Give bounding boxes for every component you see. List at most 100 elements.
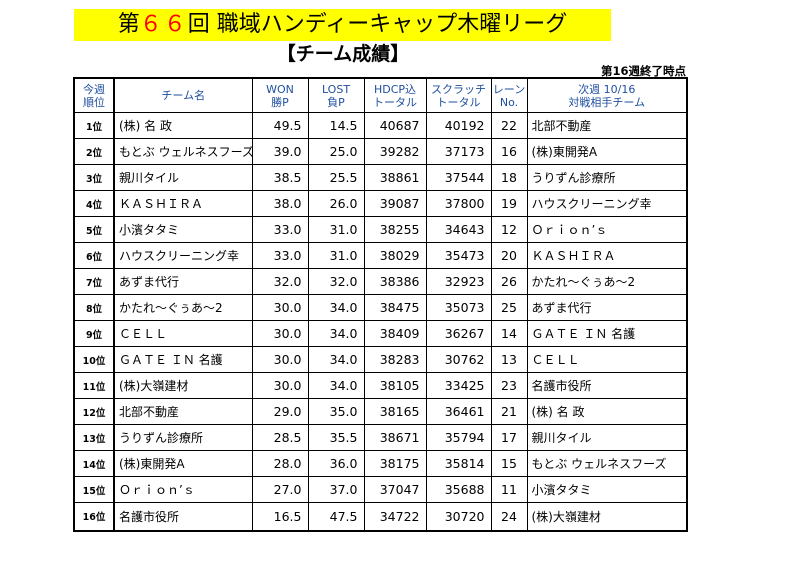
cell-rank: 9位: [73, 320, 115, 347]
cell-team: (株)東開発A: [113, 450, 253, 477]
cell-opponent: かたれ～ぐぅあ～2: [526, 268, 688, 295]
cell-rank: 2位: [73, 138, 115, 165]
cell-team: Ｏｒｉｏｎ’ｓ: [113, 476, 253, 503]
cell-won: 30.0: [251, 294, 309, 321]
table-row: 2位 もとぶ ウェルネスフーズ 39.0 25.0 39282 37173 16 (株)東開発…: [73, 138, 688, 165]
title-prefix: 第: [117, 12, 140, 37]
cell-scratch: 40192: [425, 112, 492, 139]
cell-scratch: 30762: [425, 346, 492, 373]
cell-lost: 14.5: [307, 112, 365, 139]
cell-scratch: 34643: [425, 216, 492, 243]
cell-scratch: 36267: [425, 320, 492, 347]
header-won-line: WON: [266, 82, 294, 96]
cell-lane: 12: [490, 216, 528, 243]
cell-hdcp: 40687: [363, 112, 427, 139]
cell-lane: 14: [490, 320, 528, 347]
table-row: 4位 ＫＡＳＨＩＲＡ 38.0 26.0 39087 37800 19 ハウスクリーニング幸: [73, 190, 688, 217]
cell-scratch: 30720: [425, 502, 492, 531]
cell-lane: 13: [490, 346, 528, 373]
cell-hdcp: 38386: [363, 268, 427, 295]
table-row: 15位 Ｏｒｉｏｎ’ｓ 27.0 37.0 37047 35688 11 小濱タタミ: [73, 476, 688, 503]
league-title: 第６６回 職域ハンディーキャップ木曜リーグ: [74, 9, 611, 41]
cell-won: 27.0: [251, 476, 309, 503]
cell-lost: 34.0: [307, 294, 365, 321]
cell-lost: 34.0: [307, 346, 365, 373]
header-row: 今週 順位 チーム名 WON 勝P LOST 負P HDCP込 トータル スクラッチ トータル レーン…: [73, 77, 688, 113]
cell-lost: 35.5: [307, 424, 365, 451]
cell-rank: 3位: [73, 164, 115, 191]
cell-opponent: ハウスクリーニング幸: [526, 190, 688, 217]
cell-team: ＧＡＴＥ ＩＮ 名護: [113, 346, 253, 373]
cell-lane: 21: [490, 398, 528, 425]
cell-hdcp: 34722: [363, 502, 427, 531]
cell-won: 32.0: [251, 268, 309, 295]
cell-hdcp: 38165: [363, 398, 427, 425]
cell-team: 親川タイル: [113, 164, 253, 191]
table-row: 16位 名護市役所 16.5 47.5 34722 30720 24 (株)大嶺建材: [73, 502, 688, 531]
cell-lost: 25.0: [307, 138, 365, 165]
table-row: 6位 ハウスクリーニング幸 33.0 31.0 38029 35473 20 ＫＡＳＨＩＲＡ: [73, 242, 688, 269]
cell-scratch: 35073: [425, 294, 492, 321]
table-row: 9位 ＣＥＬＬ 30.0 34.0 38409 36267 14 ＧＡＴＥ ＩＮ 名護: [73, 320, 688, 347]
cell-opponent: ＫＡＳＨＩＲＡ: [526, 242, 688, 269]
cell-scratch: 35473: [425, 242, 492, 269]
cell-team: かたれ～ぐぅあ～2: [113, 294, 253, 321]
header-opponent-line: 次週 10/16: [578, 82, 636, 96]
cell-rank: 12位: [73, 398, 115, 425]
table-row: 12位 北部不動産 29.0 35.0 38165 36461 21 (株) 名 政: [73, 398, 688, 425]
header-team-line: チーム名: [161, 89, 206, 102]
header-hdcp-line: トータル: [373, 95, 417, 109]
header-team: チーム名: [113, 77, 253, 113]
status-label: 第16週終了時点: [600, 64, 686, 78]
cell-hdcp: 37047: [363, 476, 427, 503]
cell-lane: 24: [490, 502, 528, 531]
cell-lost: 34.0: [307, 320, 365, 347]
cell-team: 小濱タタミ: [113, 216, 253, 243]
header-lost-line: 負P: [327, 95, 345, 109]
cell-won: 33.0: [251, 242, 309, 269]
cell-opponent: Ｏｒｉｏｎ’ｓ: [526, 216, 688, 243]
cell-won: 29.0: [251, 398, 309, 425]
cell-opponent: ＣＥＬＬ: [526, 346, 688, 373]
cell-lane: 19: [490, 190, 528, 217]
cell-won: 38.0: [251, 190, 309, 217]
cell-opponent: (株) 名 政: [526, 398, 688, 425]
title-number: ６６: [139, 12, 188, 37]
header-won: WON 勝P: [251, 77, 309, 113]
cell-scratch: 37800: [425, 190, 492, 217]
cell-lost: 26.0: [307, 190, 365, 217]
cell-rank: 15位: [73, 476, 115, 503]
table-row: 7位 あずま代行 32.0 32.0 38386 32923 26 かたれ～ぐぅあ～2: [73, 268, 688, 295]
cell-lane: 26: [490, 268, 528, 295]
cell-won: 49.5: [251, 112, 309, 139]
cell-rank: 11位: [73, 372, 115, 399]
cell-rank: 14位: [73, 450, 115, 477]
cell-rank: 16位: [73, 502, 115, 531]
cell-hdcp: 38861: [363, 164, 427, 191]
header-lost-line: LOST: [321, 82, 351, 96]
cell-hdcp: 38105: [363, 372, 427, 399]
cell-lane: 15: [490, 450, 528, 477]
cell-rank: 13位: [73, 424, 115, 451]
cell-won: 28.0: [251, 450, 309, 477]
cell-scratch: 35814: [425, 450, 492, 477]
header-scratch-line: トータル: [436, 95, 481, 109]
cell-scratch: 35688: [425, 476, 492, 503]
table-body: 1位 (株) 名 政 49.5 14.5 40687 40192 22 北部不動産 2位 もとぶ …: [73, 112, 688, 531]
cell-lost: 36.0: [307, 450, 365, 477]
cell-team: うりずん診療所: [113, 424, 253, 451]
table-row: 1位 (株) 名 政 49.5 14.5 40687 40192 22 北部不動産: [73, 112, 688, 139]
cell-hdcp: 38409: [363, 320, 427, 347]
cell-team: もとぶ ウェルネスフーズ: [113, 138, 253, 165]
cell-hdcp: 38175: [363, 450, 427, 477]
cell-lost: 32.0: [307, 268, 365, 295]
cell-lost: 35.0: [307, 398, 365, 425]
cell-rank: 6位: [73, 242, 115, 269]
header-scratch: スクラッチ トータル: [425, 77, 492, 113]
table-row: 11位 (株)大嶺建材 30.0 34.0 38105 33425 23 名護市役所: [73, 372, 688, 399]
cell-hdcp: 38671: [363, 424, 427, 451]
cell-scratch: 37544: [425, 164, 492, 191]
header-hdcp-line: HDCP込: [373, 82, 417, 96]
header-opponent: 次週 10/16 対戦相手チーム: [526, 77, 688, 113]
cell-rank: 1位: [73, 112, 115, 139]
